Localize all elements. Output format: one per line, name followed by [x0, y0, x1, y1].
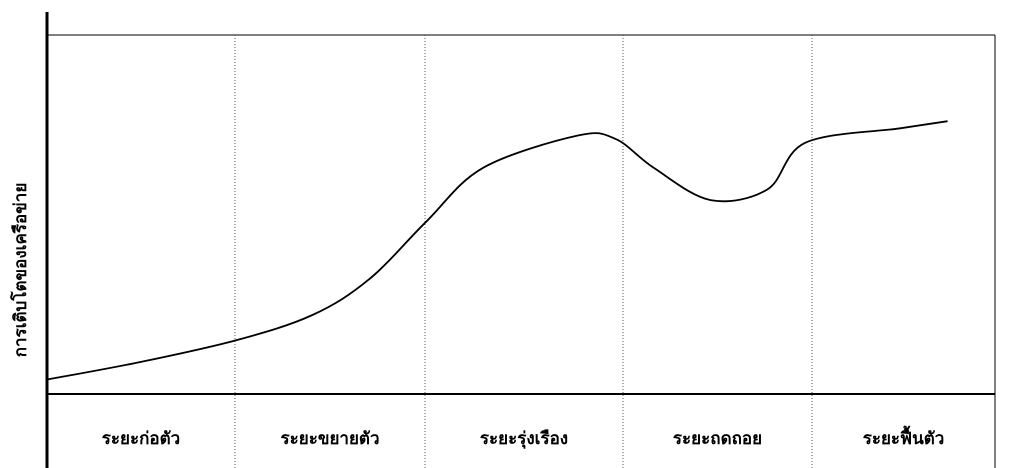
stage-label: ระยะรุ่งเรือง: [480, 428, 568, 449]
stage-label: ระยะฟื้นตัว: [863, 425, 945, 449]
growth-curve-line: [46, 120, 948, 381]
stage-label: ระยะก่อตัว: [102, 429, 180, 449]
stage-label: ระยะขยายตัว: [280, 429, 379, 449]
stage-labels: ระยะก่อตัว ระยะขยายตัว ระยะรุ่งเรือง ระยะถด…: [102, 425, 945, 449]
stage-label: ระยะถดถอย: [673, 429, 762, 449]
y-axis-label: การเติบโตของเครือข่าย: [10, 183, 31, 358]
stage-separators: [234, 35, 813, 468]
